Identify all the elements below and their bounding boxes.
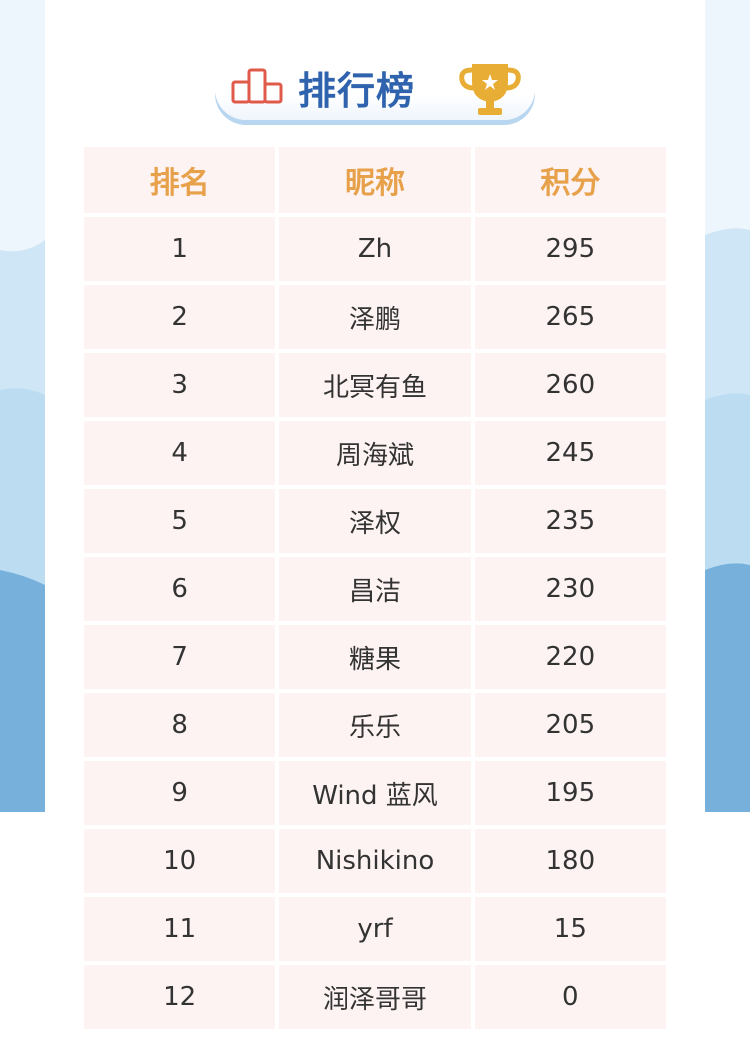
table-row: 11 yrf 15 — [84, 897, 666, 961]
leaderboard-table: 排名 昵称 积分 1 Zh 295 2 泽鹏 265 3 北冥有鱼 260 4 周海斌 245 5 泽权 2… — [80, 143, 670, 1033]
nickname-cell: 糖果 — [279, 625, 471, 689]
nickname-cell: 昌洁 — [279, 557, 471, 621]
rank-cell: 3 — [84, 353, 276, 417]
score-cell: 205 — [474, 693, 666, 757]
table-row: 9 Wind 蓝风 195 — [84, 761, 666, 825]
score-cell: 235 — [474, 489, 666, 553]
table-row: 5 泽权 235 — [84, 489, 666, 553]
table-row: 2 泽鹏 265 — [84, 285, 666, 349]
rank-cell: 12 — [84, 965, 276, 1029]
page-title: 排行榜 — [298, 69, 416, 113]
rank-cell: 9 — [84, 761, 276, 825]
nickname-cell: 泽鹏 — [279, 285, 471, 349]
score-cell: 265 — [474, 285, 666, 349]
table-row: 3 北冥有鱼 260 — [84, 353, 666, 417]
table-row: 10 Nishikino 180 — [84, 829, 666, 893]
table-row: 4 周海斌 245 — [84, 421, 666, 485]
table-row: 12 润泽哥哥 0 — [84, 965, 666, 1029]
table-row: 7 糖果 220 — [84, 625, 666, 689]
rank-cell: 10 — [84, 829, 276, 893]
table-row: 1 Zh 295 — [84, 217, 666, 281]
nickname-cell: yrf — [279, 897, 471, 961]
nickname-cell: 北冥有鱼 — [279, 353, 471, 417]
podium-icon — [231, 68, 283, 104]
score-cell: 230 — [474, 557, 666, 621]
nickname-cell: Nishikino — [279, 829, 471, 893]
rank-cell: 5 — [84, 489, 276, 553]
table-header-row: 排名 昵称 积分 — [84, 147, 666, 213]
header-nickname: 昵称 — [279, 147, 471, 213]
score-cell: 220 — [474, 625, 666, 689]
rank-cell: 4 — [84, 421, 276, 485]
score-cell: 195 — [474, 761, 666, 825]
rank-cell: 1 — [84, 217, 276, 281]
rank-cell: 6 — [84, 557, 276, 621]
rank-cell: 2 — [84, 285, 276, 349]
rank-cell: 11 — [84, 897, 276, 961]
score-cell: 245 — [474, 421, 666, 485]
score-cell: 295 — [474, 217, 666, 281]
rank-cell: 7 — [84, 625, 276, 689]
nickname-cell: 周海斌 — [279, 421, 471, 485]
nickname-cell: Wind 蓝风 — [279, 761, 471, 825]
nickname-cell: 润泽哥哥 — [279, 965, 471, 1029]
score-cell: 0 — [474, 965, 666, 1029]
trophy-icon — [459, 64, 521, 115]
score-cell: 15 — [474, 897, 666, 961]
nickname-cell: Zh — [279, 217, 471, 281]
table-row: 8 乐乐 205 — [84, 693, 666, 757]
score-cell: 180 — [474, 829, 666, 893]
rank-cell: 8 — [84, 693, 276, 757]
score-cell: 260 — [474, 353, 666, 417]
header-score: 积分 — [474, 147, 666, 213]
header-rank: 排名 — [84, 147, 276, 213]
nickname-cell: 泽权 — [279, 489, 471, 553]
table-row: 6 昌洁 230 — [84, 557, 666, 621]
nickname-cell: 乐乐 — [279, 693, 471, 757]
